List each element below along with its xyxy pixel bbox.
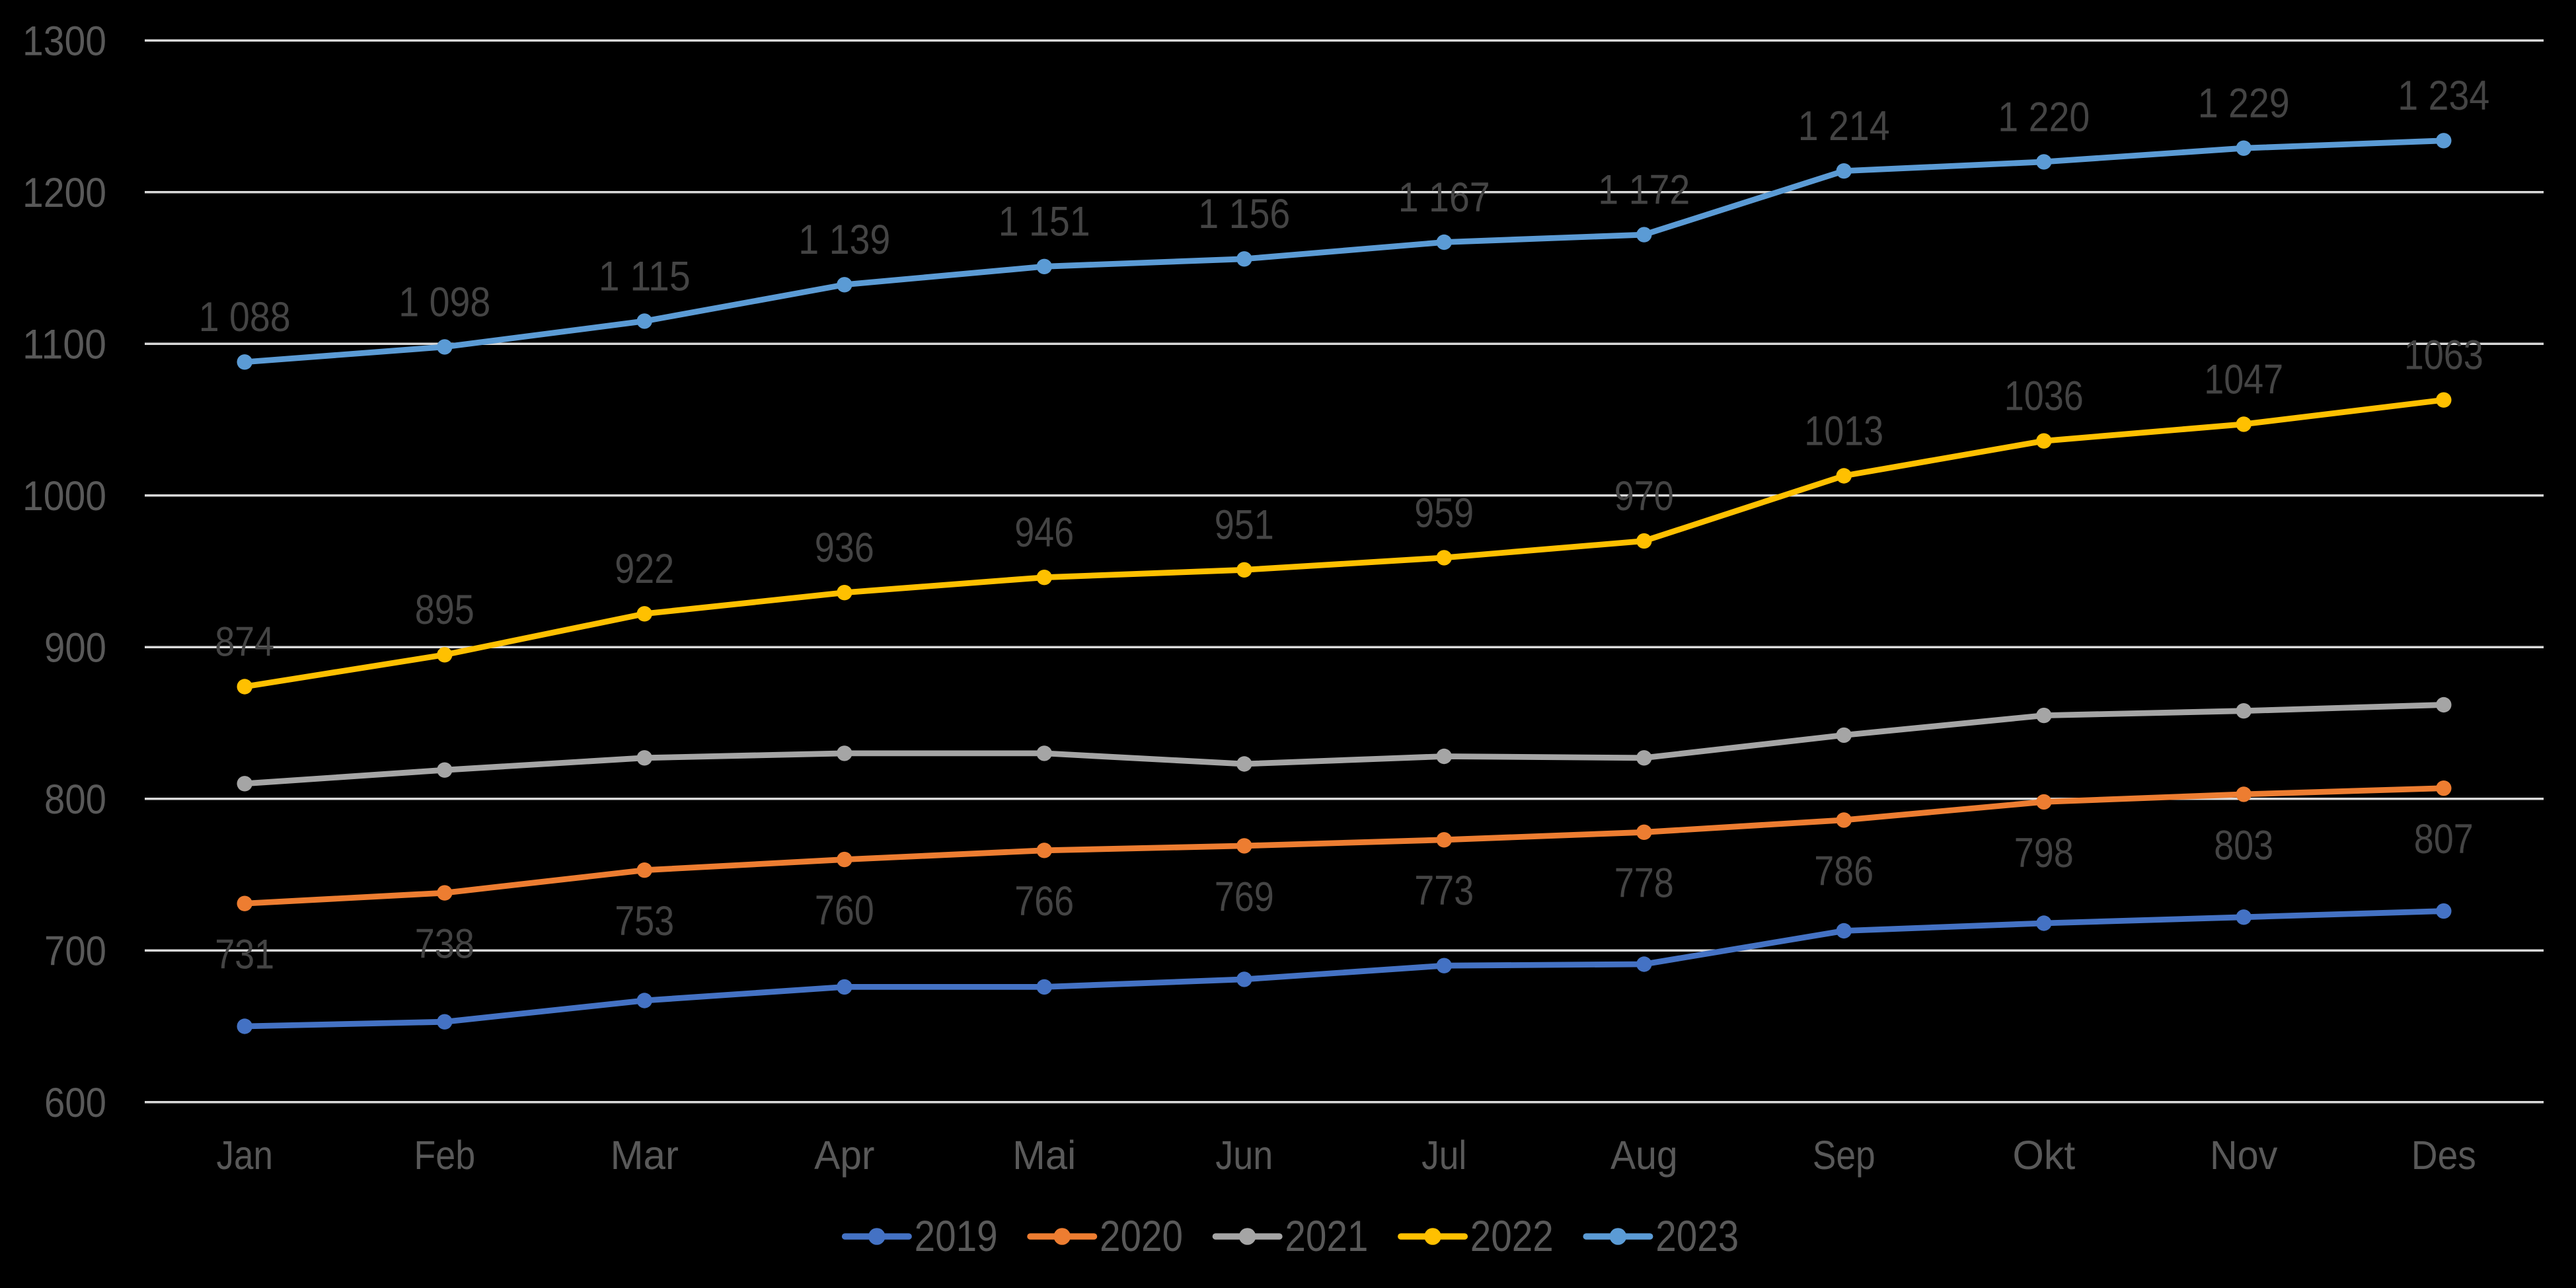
svg-text:Apr: Apr xyxy=(814,1133,874,1178)
svg-text:798: 798 xyxy=(2014,830,2074,876)
svg-text:773: 773 xyxy=(1414,868,1474,914)
svg-text:738: 738 xyxy=(415,921,474,967)
svg-text:1 156: 1 156 xyxy=(1198,191,1290,237)
svg-text:951: 951 xyxy=(1215,502,1274,549)
svg-text:Nov: Nov xyxy=(2210,1133,2278,1178)
svg-text:895: 895 xyxy=(415,587,474,633)
svg-text:922: 922 xyxy=(615,546,674,592)
svg-text:1 139: 1 139 xyxy=(798,217,890,263)
svg-text:1100: 1100 xyxy=(22,321,106,367)
svg-text:Mar: Mar xyxy=(610,1133,679,1178)
svg-text:766: 766 xyxy=(1014,878,1074,925)
svg-text:803: 803 xyxy=(2214,822,2273,868)
svg-text:1 088: 1 088 xyxy=(199,294,291,340)
svg-text:900: 900 xyxy=(44,625,106,671)
svg-text:800: 800 xyxy=(44,777,106,823)
svg-text:786: 786 xyxy=(1814,848,1874,894)
svg-text:700: 700 xyxy=(44,928,106,974)
svg-text:769: 769 xyxy=(1215,874,1274,920)
svg-text:807: 807 xyxy=(2414,816,2474,862)
svg-text:1036: 1036 xyxy=(2004,373,2084,420)
svg-text:Des: Des xyxy=(2411,1133,2476,1178)
svg-text:Sep: Sep xyxy=(1813,1133,1875,1178)
svg-text:1013: 1013 xyxy=(1804,408,1883,454)
svg-text:1 234: 1 234 xyxy=(2398,73,2489,119)
svg-text:1 229: 1 229 xyxy=(2198,81,2290,127)
svg-text:1 098: 1 098 xyxy=(398,279,490,325)
svg-text:1 167: 1 167 xyxy=(1398,174,1490,221)
svg-text:970: 970 xyxy=(1614,473,1674,519)
svg-text:2021: 2021 xyxy=(1285,1211,1368,1260)
svg-text:1 214: 1 214 xyxy=(1798,103,1890,149)
svg-text:Jul: Jul xyxy=(1421,1133,1466,1178)
svg-text:1 172: 1 172 xyxy=(1598,167,1690,213)
svg-text:1200: 1200 xyxy=(22,170,106,216)
svg-text:778: 778 xyxy=(1614,860,1674,907)
svg-text:1 220: 1 220 xyxy=(1998,94,2090,140)
svg-text:Feb: Feb xyxy=(414,1133,475,1178)
svg-text:Jun: Jun xyxy=(1215,1133,1273,1178)
svg-text:1 115: 1 115 xyxy=(599,253,691,299)
svg-text:1000: 1000 xyxy=(22,473,106,519)
svg-text:2023: 2023 xyxy=(1655,1211,1739,1260)
svg-text:959: 959 xyxy=(1414,490,1474,536)
svg-text:946: 946 xyxy=(1014,510,1074,556)
svg-text:1063: 1063 xyxy=(2404,332,2483,379)
svg-text:731: 731 xyxy=(215,932,274,978)
svg-text:2019: 2019 xyxy=(915,1211,998,1260)
svg-text:936: 936 xyxy=(815,525,874,571)
svg-text:1 151: 1 151 xyxy=(999,199,1090,245)
svg-text:753: 753 xyxy=(615,898,674,944)
svg-text:2020: 2020 xyxy=(1100,1211,1183,1260)
svg-text:760: 760 xyxy=(815,888,874,934)
svg-text:Mai: Mai xyxy=(1012,1133,1076,1178)
svg-text:Aug: Aug xyxy=(1610,1133,1678,1178)
svg-text:2022: 2022 xyxy=(1470,1211,1554,1260)
svg-text:1300: 1300 xyxy=(22,18,106,64)
svg-text:600: 600 xyxy=(44,1080,106,1126)
svg-text:Okt: Okt xyxy=(2012,1133,2075,1178)
svg-text:874: 874 xyxy=(215,619,274,665)
svg-text:Jan: Jan xyxy=(216,1133,273,1178)
svg-text:1047: 1047 xyxy=(2204,356,2283,402)
